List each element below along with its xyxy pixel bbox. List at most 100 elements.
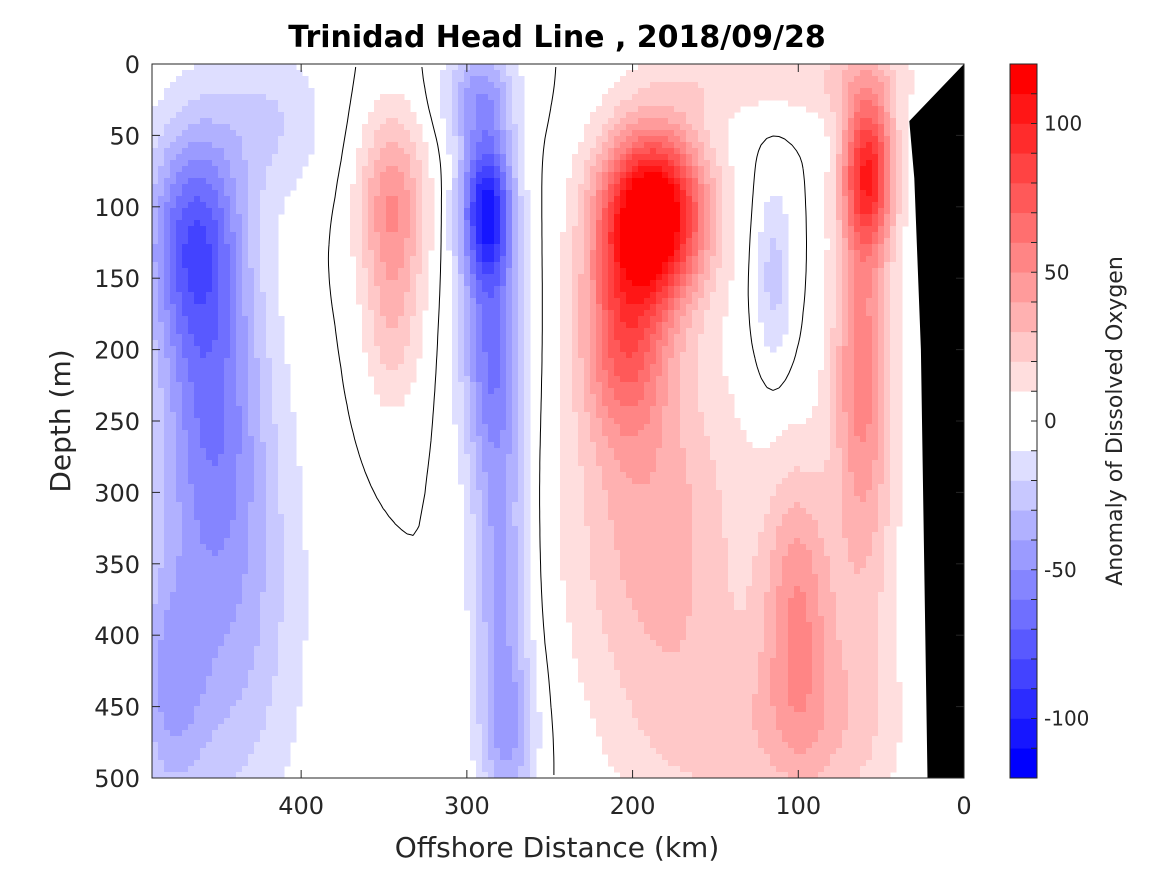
contour-cell	[716, 466, 795, 473]
contour-cell	[476, 106, 495, 113]
contour-cell	[482, 412, 507, 419]
contour-cell	[170, 262, 177, 269]
contour-cell	[872, 742, 897, 749]
contour-cell	[872, 286, 879, 293]
contour-cell	[236, 334, 249, 341]
contour-cell	[158, 574, 177, 581]
contour-cell	[470, 352, 477, 359]
contour-cell	[452, 364, 459, 371]
contour-cell	[884, 466, 891, 473]
contour-cell	[902, 184, 909, 191]
contour-cell	[662, 406, 681, 413]
contour-cell	[458, 88, 465, 95]
contour-cell	[764, 340, 783, 347]
contour-cell	[854, 388, 873, 395]
contour-cell	[176, 286, 189, 293]
contour-cell	[470, 220, 477, 227]
contour-cell	[842, 76, 855, 83]
contour-cell	[188, 466, 237, 473]
contour-cell	[878, 184, 885, 191]
contour-cell	[476, 520, 483, 527]
contour-cell	[452, 82, 459, 89]
contour-cell	[626, 586, 693, 593]
contour-cell	[524, 406, 531, 413]
contour-cell	[620, 166, 627, 173]
contour-cell	[692, 514, 723, 521]
contour-cell	[254, 298, 267, 305]
contour-cell	[152, 730, 171, 737]
contour-cell	[680, 292, 687, 299]
contour-cell	[836, 370, 843, 377]
contour-cell	[602, 280, 609, 287]
contour-cell	[590, 208, 597, 215]
contour-cell	[506, 256, 513, 263]
contour-cell	[884, 436, 891, 443]
contour-cell	[500, 748, 513, 755]
contour-cell	[446, 190, 453, 197]
contour-cell	[482, 286, 495, 293]
contour-cell	[458, 346, 465, 353]
contour-cell	[692, 550, 729, 557]
contour-cell	[512, 100, 525, 107]
contour-cell	[758, 544, 777, 551]
contour-cell	[506, 346, 513, 353]
contour-cell	[164, 526, 183, 533]
contour-cell	[590, 268, 597, 275]
contour-cell	[824, 298, 837, 305]
contour-cell	[836, 232, 843, 239]
contour-cell	[782, 520, 819, 527]
contour-cell	[866, 490, 879, 497]
contour-cell	[674, 334, 687, 341]
contour-cell	[368, 154, 381, 161]
contour-cell	[488, 628, 495, 635]
contour-cell	[770, 700, 789, 707]
colorbar-segment	[1010, 748, 1037, 779]
contour-cell	[878, 226, 885, 233]
contour-cell	[854, 118, 861, 125]
contour-cell	[248, 520, 267, 527]
contour-cell	[632, 598, 693, 605]
colorbar-tick-label: -50	[1044, 558, 1077, 582]
contour-cell	[494, 532, 507, 539]
contour-cell	[476, 310, 483, 317]
contour-cell	[872, 346, 879, 353]
contour-cell	[380, 394, 405, 401]
contour-cell	[524, 754, 531, 761]
contour-cell	[842, 286, 849, 293]
contour-cell	[260, 208, 285, 215]
contour-cell	[470, 160, 477, 167]
contour-cell	[176, 442, 189, 449]
contour-cell	[200, 538, 225, 545]
contour-cell	[488, 490, 507, 497]
contour-cell	[878, 706, 903, 713]
contour-cell	[512, 646, 519, 653]
contour-cell	[452, 322, 459, 329]
contour-cell	[782, 580, 819, 587]
contour-cell	[254, 460, 267, 467]
contour-cell	[476, 166, 483, 173]
contour-cell	[266, 304, 279, 311]
contour-cell	[176, 358, 189, 365]
contour-cell	[614, 160, 621, 167]
contour-cell	[836, 136, 843, 143]
contour-cell	[482, 526, 495, 533]
contour-cell	[758, 310, 789, 317]
contour-cell	[848, 142, 855, 149]
contour-cell	[260, 196, 285, 203]
contour-cell	[602, 622, 645, 629]
contour-cell	[878, 292, 885, 299]
contour-cell	[260, 610, 285, 617]
contour-cell	[680, 646, 765, 653]
contour-cell	[584, 370, 591, 377]
contour-cell	[602, 616, 639, 623]
contour-cell	[380, 172, 405, 179]
contour-cell	[452, 250, 459, 257]
contour-cell	[800, 586, 819, 593]
contour-cell	[902, 154, 909, 161]
contour-cell	[614, 184, 621, 191]
contour-cell	[602, 208, 609, 215]
contour-cell	[500, 112, 507, 119]
contour-cell	[842, 388, 855, 395]
contour-cell	[374, 196, 387, 203]
contour-cell	[584, 226, 591, 233]
